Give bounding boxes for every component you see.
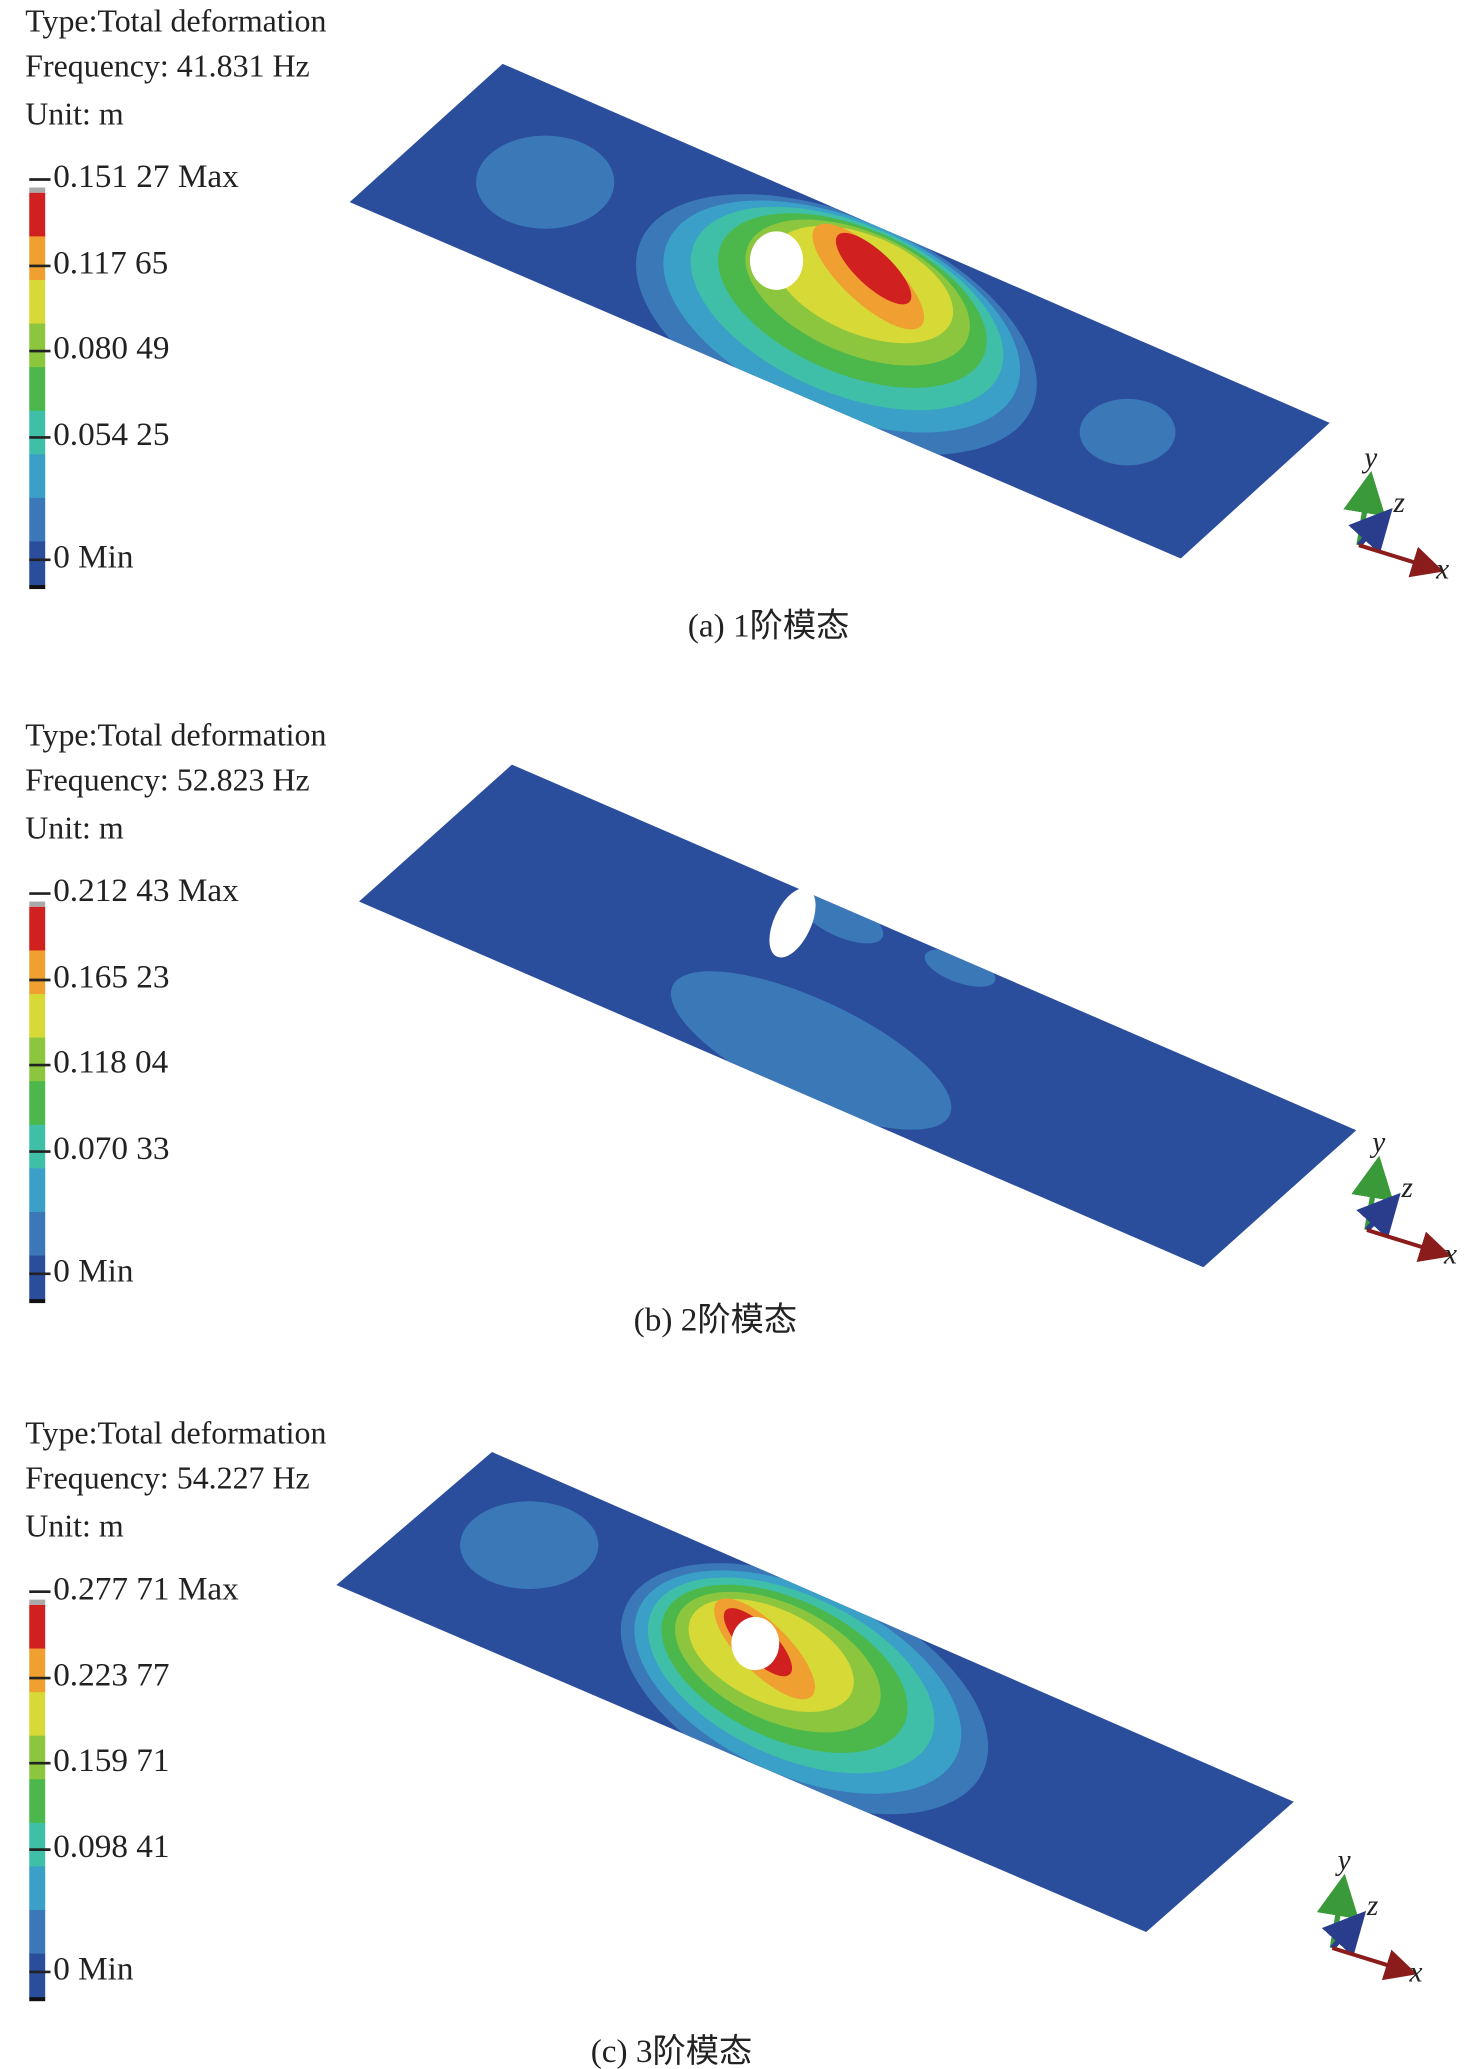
legend-label: 0.098 41 [53,1828,169,1865]
axis-x [1366,1228,1452,1263]
legend-cap [29,1599,46,1605]
legend-band [29,410,46,455]
figure-content: Type:Total deformation Frequency: 41.831 … [25,3,1457,2069]
caption: (b) 2阶模态 [634,1302,797,1339]
axis-label: z [1393,487,1405,519]
legend-band [29,1081,46,1126]
legend-band [29,1692,46,1737]
legend-band [29,994,46,1039]
axis-label: z [1366,1890,1378,1922]
unit: Unit: m [25,1508,124,1543]
legend-label: 0.054 25 [53,416,169,453]
legend-band [29,1124,46,1170]
legend-band [29,1953,46,1998]
axis-z [1321,1910,1367,1957]
plate [359,764,1357,1268]
legend-foot [29,1997,46,2002]
legend-label: 0.223 77 [53,1657,169,1694]
legend-band [29,1822,46,1868]
legend-label: 0.277 71 Max [53,1570,239,1607]
panel: Type:Total deformation Frequency: 52.823 … [25,717,1457,1338]
legend-label: 0.151 27 Max [53,158,239,195]
contour-blob [460,1501,599,1589]
axis-label: x [1408,1956,1422,1988]
legend-band [29,1866,46,1911]
axis-label: z [1401,1172,1413,1204]
legend-band [29,1168,46,1213]
legend-band [29,1037,46,1082]
legend-label: 0.117 65 [53,245,168,282]
legend-band [29,1255,46,1300]
contour-blob [476,135,615,229]
legend-label: 0 Min [53,1951,134,1988]
legend-band [29,1604,46,1650]
hole [731,1616,780,1671]
legend-label: 0.118 04 [53,1044,168,1081]
contour-blob [797,891,884,944]
legend-label: 0.070 33 [53,1130,169,1167]
legend-label: 0.080 49 [53,330,169,367]
hole [749,231,804,290]
contour-level [835,232,912,305]
frequency: Frequency: 41.831 Hz [25,48,309,83]
axis-z [1356,1192,1401,1239]
legend-band [29,1735,46,1780]
legend-band [29,950,46,995]
contour-blob [670,971,952,1130]
type-label: Type:Total deformation [25,1415,326,1450]
legend-band [29,323,46,368]
axis-z [1348,508,1393,554]
axis-x [1358,543,1444,578]
axis-label: x [1435,553,1449,585]
legend-band [29,192,46,238]
legend-band [29,454,46,499]
legend-label: 0 Min [53,538,134,575]
legend-band [29,1211,46,1257]
legend-band [29,906,46,952]
frequency: Frequency: 54.227 Hz [25,1461,309,1496]
legend-foot [29,585,46,590]
legend-foot [29,1299,46,1304]
type-label: Type:Total deformation [25,3,326,38]
legend-band [29,367,46,412]
axis-label: y [1369,1127,1385,1159]
panel: Type:Total deformation Frequency: 54.227 … [25,1415,1422,2069]
legend-label: 0.159 71 [53,1742,169,1779]
legend-band [29,1779,46,1824]
axis-label: x [1443,1238,1457,1270]
legend-band [29,279,46,325]
legend-label: 0.212 43 Max [53,872,239,909]
legend-label: 0.165 23 [53,959,169,996]
unit: Unit: m [25,96,124,131]
legend-band [29,1648,46,1693]
contour-blob [924,949,996,987]
axis-label: y [1335,1845,1351,1877]
legend-cap [29,187,46,193]
hole [769,888,816,958]
frequency: Frequency: 52.823 Hz [25,763,309,798]
contour-blob [1079,398,1176,466]
legend-band [29,1910,46,1955]
unit: Unit: m [25,810,124,845]
caption: (c) 3阶模态 [591,2033,753,2069]
contours [670,891,996,1130]
legend-band [29,541,46,586]
type-label: Type:Total deformation [25,717,326,752]
caption: (a) 1阶模态 [688,608,850,645]
axis-label: y [1361,442,1377,474]
legend-band [29,236,46,281]
contours [460,1501,989,1815]
axis-x [1331,1946,1418,1981]
legend-label: 0 Min [53,1252,134,1289]
legend-cap [29,901,46,907]
panel: Type:Total deformation Frequency: 41.831 … [25,3,1449,644]
legend-band [29,497,46,543]
